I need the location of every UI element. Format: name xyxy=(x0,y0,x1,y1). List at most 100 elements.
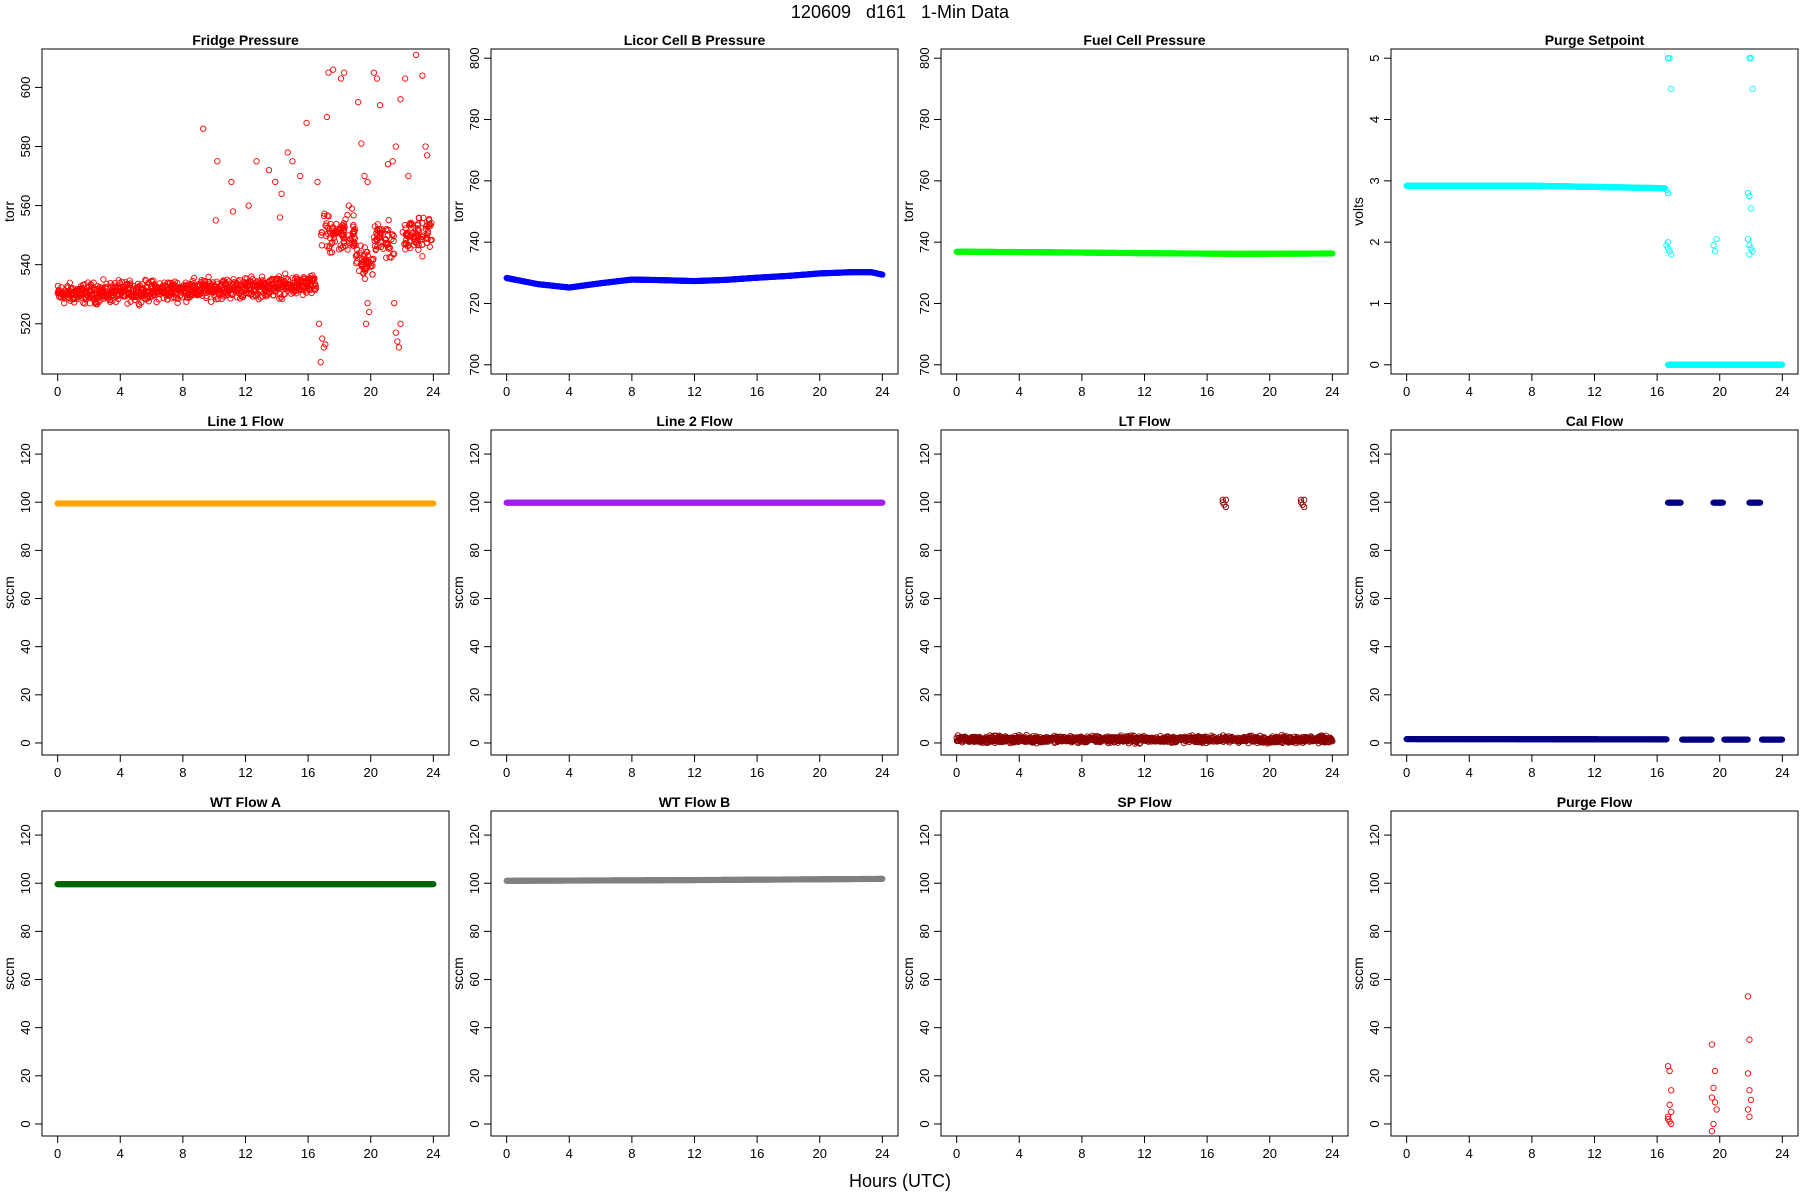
data-point xyxy=(356,251,363,259)
y-tick-label: 4 xyxy=(1367,116,1382,123)
data-point xyxy=(386,253,393,261)
data-point xyxy=(423,231,430,239)
data-point xyxy=(373,75,381,82)
data-point xyxy=(383,254,390,261)
x-tick-label: 12 xyxy=(1137,384,1151,399)
data-point xyxy=(150,277,157,284)
data-point xyxy=(326,242,333,250)
data-point xyxy=(245,202,252,209)
data-point xyxy=(426,243,434,250)
data-point xyxy=(377,243,385,251)
x-tick-label: 20 xyxy=(812,384,826,399)
panel-title: Fridge Pressure xyxy=(192,32,299,48)
x-tick-label: 8 xyxy=(1078,765,1085,780)
data-point xyxy=(100,276,107,283)
plot-frame xyxy=(1390,48,1799,375)
x-tick-label: 0 xyxy=(54,765,61,780)
data-point xyxy=(1778,361,1786,368)
data-point xyxy=(81,281,88,288)
data-point xyxy=(392,329,399,336)
plot-frame xyxy=(490,429,899,756)
panel-title: Line 2 Flow xyxy=(656,413,732,429)
plot-frame xyxy=(41,48,450,375)
y-tick-label: 760 xyxy=(467,170,482,192)
data-point xyxy=(425,215,433,223)
y-tick-label: 0 xyxy=(1367,361,1382,368)
data-point xyxy=(259,293,266,300)
figure-title: 120609 d161 1-Min Data xyxy=(790,2,1010,22)
data-point xyxy=(420,214,427,221)
data-point xyxy=(324,212,331,219)
data-point xyxy=(138,299,145,306)
data-point xyxy=(327,249,334,256)
data-point xyxy=(358,260,365,267)
data-point xyxy=(182,279,189,286)
data-point xyxy=(312,282,319,290)
y-tick-label: 80 xyxy=(917,543,932,557)
data-point xyxy=(1710,242,1717,249)
data-point xyxy=(412,51,420,59)
data-point xyxy=(383,225,390,233)
data-point xyxy=(315,320,323,327)
x-tick-label: 16 xyxy=(1200,765,1214,780)
data-point xyxy=(1744,235,1752,243)
data-point xyxy=(350,212,357,219)
panel-title: LT Flow xyxy=(1119,413,1171,429)
data-point xyxy=(323,220,330,227)
y-tick-label: 2 xyxy=(1367,239,1382,246)
data-point xyxy=(1663,242,1670,249)
data-point xyxy=(97,296,104,304)
data-point xyxy=(389,231,396,238)
data-point xyxy=(214,158,221,165)
data-point xyxy=(265,166,273,174)
data-point xyxy=(1744,189,1752,197)
data-point xyxy=(224,276,231,283)
data-point xyxy=(1661,185,1668,192)
data-point xyxy=(303,119,310,127)
x-tick-label: 0 xyxy=(1403,384,1410,399)
x-tick-label: 8 xyxy=(1078,384,1085,399)
data-point xyxy=(351,225,359,233)
data-point xyxy=(376,101,384,109)
data-point xyxy=(339,232,346,239)
data-point xyxy=(362,267,369,275)
y-tick-label: 720 xyxy=(917,293,932,315)
data-point xyxy=(203,294,210,302)
data-point xyxy=(364,178,371,186)
data-point xyxy=(330,66,337,73)
data-point xyxy=(207,298,215,305)
y-tick-label: 20 xyxy=(18,688,33,702)
y-tick-label: 40 xyxy=(18,639,33,653)
y-tick-label: 120 xyxy=(917,443,932,465)
data-point xyxy=(422,143,429,150)
data-point xyxy=(278,190,285,197)
data-point xyxy=(1747,55,1755,62)
data-point xyxy=(366,308,373,316)
data-point xyxy=(383,239,390,247)
x-tick-label: 16 xyxy=(750,765,764,780)
data-marks xyxy=(1403,55,1786,368)
data-point xyxy=(369,262,376,270)
y-axis-label: torr xyxy=(900,201,916,222)
data-point xyxy=(345,202,352,209)
data-marks xyxy=(503,499,886,506)
y-tick-label: 560 xyxy=(18,195,33,217)
x-tick-label: 20 xyxy=(1262,384,1276,399)
data-point xyxy=(134,280,142,287)
data-point xyxy=(384,240,392,248)
data-point xyxy=(423,234,430,241)
data-point xyxy=(378,230,385,237)
data-point xyxy=(320,344,327,351)
x-tick-label: 4 xyxy=(117,765,124,780)
data-point xyxy=(1666,248,1673,255)
y-tick-label: 720 xyxy=(467,293,482,315)
data-point xyxy=(348,205,356,212)
data-point xyxy=(213,278,220,285)
y-tick-label: 700 xyxy=(467,354,482,376)
data-point xyxy=(283,275,290,282)
x-tick-label: 0 xyxy=(953,765,960,780)
